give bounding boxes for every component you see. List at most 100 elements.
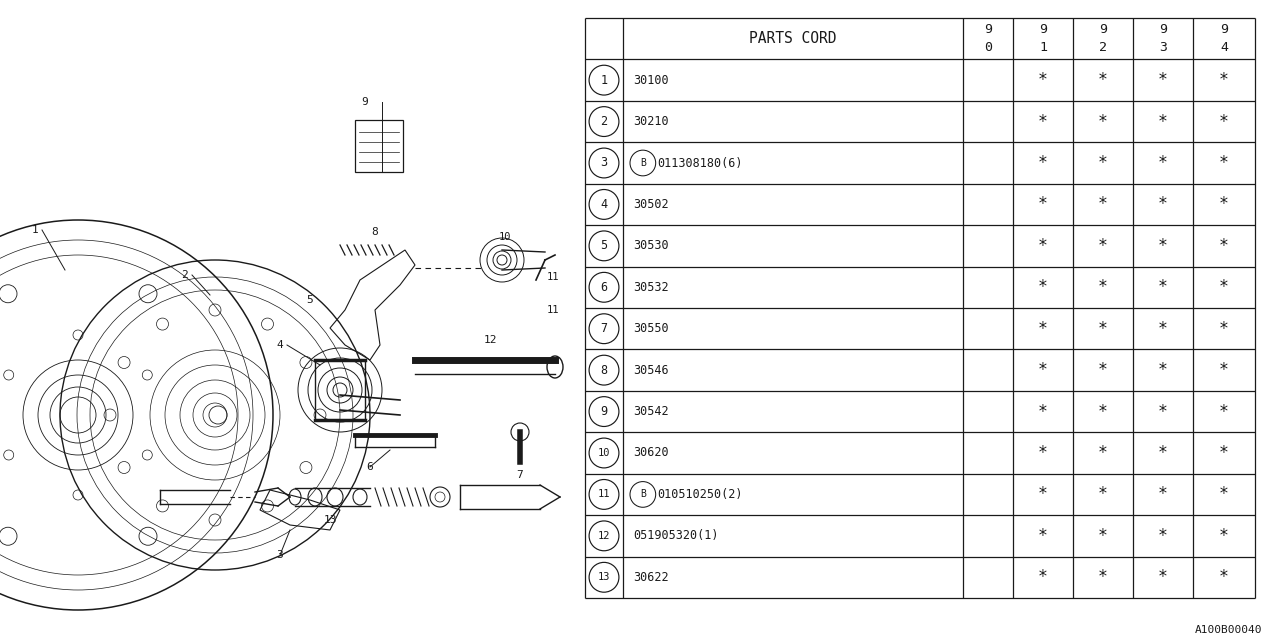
Text: 9: 9	[1100, 23, 1107, 36]
Text: *: *	[1158, 568, 1169, 586]
Text: 2: 2	[600, 115, 608, 128]
Text: *: *	[1098, 113, 1108, 131]
Text: 30622: 30622	[634, 571, 668, 584]
Text: 3: 3	[1158, 42, 1167, 54]
Text: *: *	[1158, 361, 1169, 379]
Text: 11: 11	[547, 272, 559, 282]
Text: *: *	[1038, 154, 1048, 172]
Text: *: *	[1038, 237, 1048, 255]
Text: 30532: 30532	[634, 281, 668, 294]
Text: *: *	[1219, 237, 1229, 255]
Text: 30100: 30100	[634, 74, 668, 86]
Text: *: *	[1219, 71, 1229, 89]
Text: 2: 2	[182, 270, 188, 280]
Text: *: *	[1098, 568, 1108, 586]
Text: *: *	[1158, 320, 1169, 338]
Text: *: *	[1098, 320, 1108, 338]
Text: 13: 13	[324, 515, 337, 525]
Text: 12: 12	[484, 335, 497, 345]
Text: 4: 4	[600, 198, 608, 211]
Text: *: *	[1158, 195, 1169, 213]
Text: 1: 1	[600, 74, 608, 86]
Text: 9: 9	[984, 23, 992, 36]
Text: 9: 9	[1158, 23, 1167, 36]
Text: 3: 3	[600, 157, 608, 170]
Text: *: *	[1098, 195, 1108, 213]
Text: *: *	[1098, 361, 1108, 379]
Text: 1: 1	[32, 225, 38, 235]
Text: 8: 8	[600, 364, 608, 377]
Text: 10: 10	[499, 232, 511, 242]
Text: *: *	[1038, 278, 1048, 296]
Text: *: *	[1098, 278, 1108, 296]
Text: 10: 10	[598, 448, 611, 458]
Text: *: *	[1158, 444, 1169, 462]
Text: *: *	[1098, 154, 1108, 172]
Text: *: *	[1219, 361, 1229, 379]
Text: *: *	[1038, 113, 1048, 131]
Text: *: *	[1219, 113, 1229, 131]
Text: *: *	[1098, 403, 1108, 420]
Text: *: *	[1098, 485, 1108, 504]
Text: 30550: 30550	[634, 322, 668, 335]
Text: B: B	[640, 490, 646, 499]
Text: 051905320(1): 051905320(1)	[634, 529, 718, 542]
Text: *: *	[1038, 568, 1048, 586]
Text: *: *	[1158, 403, 1169, 420]
Text: 010510250(2): 010510250(2)	[658, 488, 744, 501]
Text: *: *	[1158, 154, 1169, 172]
Text: 011308180(6): 011308180(6)	[658, 157, 744, 170]
Text: *: *	[1038, 320, 1048, 338]
Text: 30546: 30546	[634, 364, 668, 377]
Text: 4: 4	[276, 340, 283, 350]
Text: *: *	[1219, 403, 1229, 420]
Text: 4: 4	[1220, 42, 1228, 54]
Text: *: *	[1219, 485, 1229, 504]
Text: *: *	[1158, 113, 1169, 131]
Text: 9: 9	[1039, 23, 1047, 36]
Text: 9: 9	[362, 97, 369, 107]
Text: *: *	[1038, 485, 1048, 504]
Text: *: *	[1219, 278, 1229, 296]
Text: 30530: 30530	[634, 239, 668, 252]
Text: *: *	[1219, 195, 1229, 213]
Text: *: *	[1219, 444, 1229, 462]
Text: *: *	[1219, 527, 1229, 545]
Text: *: *	[1038, 71, 1048, 89]
Text: *: *	[1219, 154, 1229, 172]
Text: 9: 9	[600, 405, 608, 418]
Text: *: *	[1219, 320, 1229, 338]
Text: 5: 5	[307, 295, 314, 305]
Text: PARTS CORD: PARTS CORD	[749, 31, 837, 46]
Text: 5: 5	[600, 239, 608, 252]
Text: B: B	[640, 158, 646, 168]
Text: 11: 11	[547, 305, 559, 315]
Text: *: *	[1158, 71, 1169, 89]
Text: 30620: 30620	[634, 447, 668, 460]
Text: 13: 13	[598, 572, 611, 582]
Text: 12: 12	[598, 531, 611, 541]
Text: 1: 1	[1039, 42, 1047, 54]
Text: 6: 6	[366, 462, 374, 472]
Text: 7: 7	[517, 470, 524, 480]
Text: 30502: 30502	[634, 198, 668, 211]
Text: *: *	[1219, 568, 1229, 586]
Text: *: *	[1158, 527, 1169, 545]
Text: 6: 6	[600, 281, 608, 294]
Text: *: *	[1158, 485, 1169, 504]
Text: 30210: 30210	[634, 115, 668, 128]
Text: 7: 7	[600, 322, 608, 335]
Text: 3: 3	[276, 550, 283, 560]
Text: *: *	[1158, 278, 1169, 296]
Text: *: *	[1098, 444, 1108, 462]
Text: 11: 11	[598, 490, 611, 499]
Text: *: *	[1038, 195, 1048, 213]
Text: *: *	[1158, 237, 1169, 255]
Text: *: *	[1038, 403, 1048, 420]
Text: *: *	[1038, 444, 1048, 462]
Text: *: *	[1098, 71, 1108, 89]
Text: *: *	[1098, 527, 1108, 545]
Text: *: *	[1038, 527, 1048, 545]
Text: 9: 9	[1220, 23, 1228, 36]
Text: A100B00040: A100B00040	[1194, 625, 1262, 635]
